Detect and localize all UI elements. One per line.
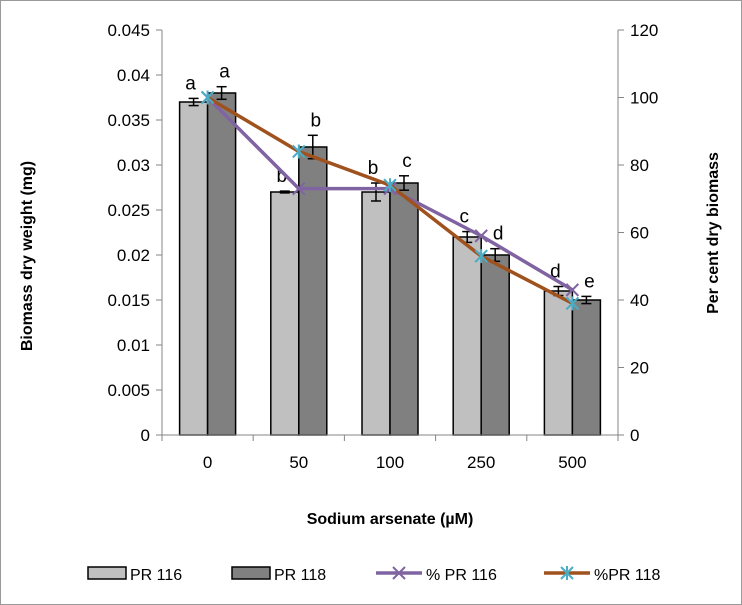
bar: [361, 191, 391, 436]
bar: [543, 290, 574, 436]
y-tick-label: 0: [141, 426, 150, 445]
significance-letter: b: [311, 110, 322, 131]
x-marker: [474, 229, 488, 243]
significance-letter: a: [185, 73, 196, 94]
y-tick-label: 0.035: [107, 111, 150, 130]
y-tick-label: 0.045: [107, 21, 150, 40]
y2-tick-label: 100: [630, 89, 658, 108]
significance-letter: c: [459, 207, 469, 228]
bar: [178, 101, 209, 436]
significance-letter: d: [493, 224, 504, 245]
legend-swatch: [87, 566, 127, 580]
x-tick-label: 250: [467, 453, 495, 472]
y2-tick-label: 80: [630, 156, 649, 175]
bar: [298, 146, 328, 436]
legend-swatch: [231, 566, 271, 580]
y2-tick-label: 20: [630, 359, 649, 378]
significance-letter: b: [277, 166, 288, 187]
legend-label: % PR 116: [426, 567, 497, 584]
significance-letter: b: [368, 158, 379, 179]
asterisk-marker: [292, 144, 306, 159]
legend-marker: [392, 566, 406, 580]
x-tick-label: 50: [289, 453, 308, 472]
bar: [270, 191, 300, 436]
y-tick-label: 0.02: [117, 246, 150, 265]
bar: [389, 182, 419, 436]
x-marker: [292, 181, 306, 196]
y-tick-label: 0.015: [107, 291, 150, 310]
bar: [480, 254, 510, 436]
asterisk-marker: [565, 296, 580, 311]
legend-label: %PR 118: [594, 567, 661, 584]
significance-letter: d: [550, 262, 561, 283]
asterisk-marker: [200, 90, 215, 105]
bar: [571, 299, 602, 436]
bar: [206, 92, 237, 436]
x-tick-label: 100: [376, 453, 404, 472]
y2-tick-label: 60: [630, 224, 649, 243]
asterisk-marker: [383, 178, 397, 193]
y-tick-label: 0.005: [107, 381, 150, 400]
significance-letter: e: [584, 271, 595, 292]
y-tick-label: 0.025: [107, 201, 150, 220]
bar: [452, 236, 482, 436]
legend: PR 116 PR 118 % PR 116 %PR 118: [87, 566, 661, 584]
legend-label: PR 118: [274, 567, 326, 584]
y-axis-title: Biomass dry weight (mg): [19, 161, 36, 351]
x-axis-title: Sodium arsenate (µM): [307, 511, 474, 528]
legend-label: PR 116: [130, 567, 182, 584]
y-tick-label: 0.04: [117, 66, 150, 85]
y2-tick-label: 120: [630, 21, 658, 40]
x-tick-label: 0: [203, 453, 212, 472]
y2-tick-label: 40: [630, 291, 649, 310]
asterisk-marker: [474, 249, 488, 264]
y2-axis-title: Per cent dry biomass: [705, 152, 722, 314]
y-tick-label: 0.03: [117, 156, 150, 175]
x-marker: [565, 283, 580, 297]
y-tick-label: 0.01: [117, 336, 150, 355]
significance-letter: c: [402, 151, 412, 172]
significance-letter: a: [219, 62, 230, 83]
y2-tick-label: 0: [630, 426, 639, 445]
x-tick-label: 500: [558, 453, 586, 472]
